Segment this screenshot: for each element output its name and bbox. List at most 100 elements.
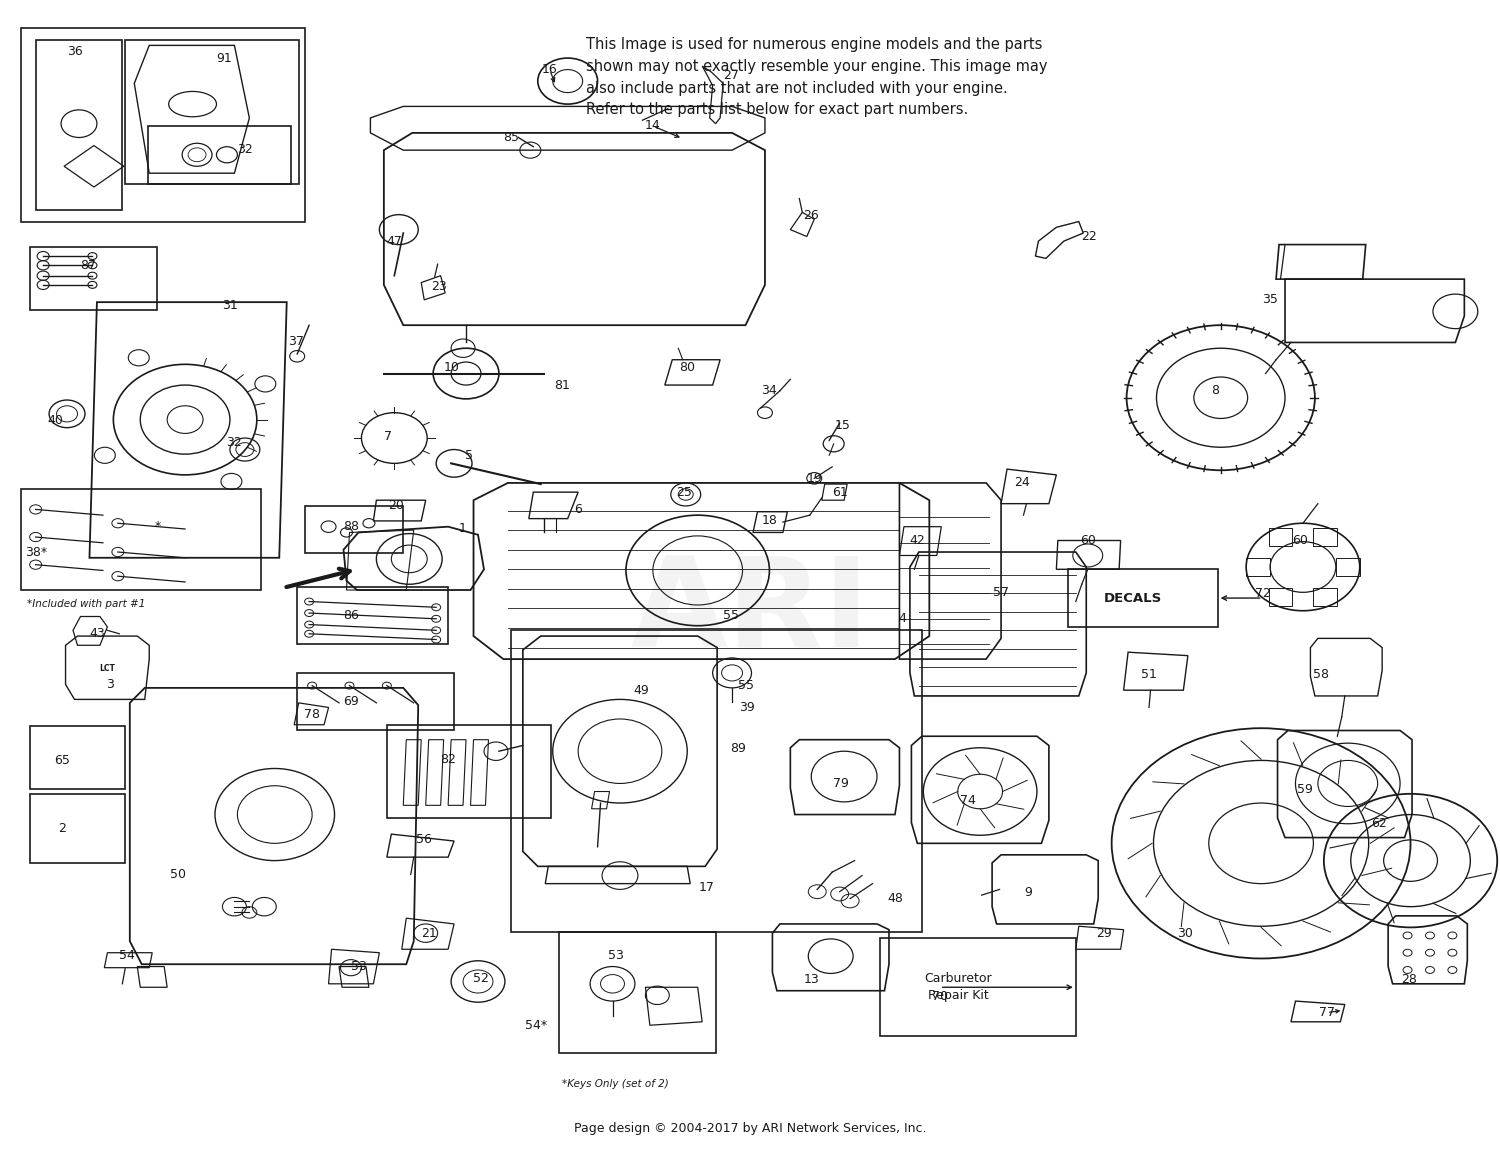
Text: 88: 88 [344,521,358,533]
Text: 27: 27 [723,68,738,82]
Text: 7: 7 [384,430,393,443]
Bar [304,506,404,553]
Text: DECALS: DECALS [1104,591,1161,605]
Text: 69: 69 [344,695,358,708]
Text: 65: 65 [54,754,70,767]
Text: 77: 77 [1318,1007,1335,1019]
Text: 39: 39 [740,701,754,714]
Text: 3: 3 [106,678,114,691]
Text: 13: 13 [804,973,819,986]
Text: 35: 35 [1262,294,1278,307]
Text: 15: 15 [834,419,850,432]
Text: 70: 70 [932,990,948,1003]
Text: 49: 49 [633,684,650,697]
Bar [1068,569,1218,627]
Text: 51: 51 [1142,668,1156,680]
Text: 14: 14 [645,119,660,133]
Text: 36: 36 [66,45,82,58]
Text: 20: 20 [388,500,404,513]
Text: 40: 40 [46,414,63,427]
Bar [147,126,291,184]
Text: 37: 37 [288,334,303,348]
Text: 55: 55 [738,679,753,692]
Bar [880,938,1076,1036]
Text: 86: 86 [344,609,358,621]
Text: 1: 1 [459,523,466,536]
Text: 48: 48 [886,892,903,905]
Text: 9: 9 [1024,886,1032,899]
Text: 80: 80 [680,361,694,374]
Text: 32: 32 [237,142,254,155]
Bar [21,28,304,221]
Bar [30,794,126,863]
Text: Page design © 2004-2017 by ARI Network Services, Inc.: Page design © 2004-2017 by ARI Network S… [573,1122,926,1135]
Text: ARI: ARI [630,553,870,673]
Text: 87: 87 [80,259,96,272]
Text: 10: 10 [442,361,459,374]
Text: 16: 16 [542,64,558,76]
Text: 78: 78 [304,708,320,721]
Text: 8: 8 [1210,384,1219,397]
Text: *Included with part #1: *Included with part #1 [27,599,146,610]
Text: 72: 72 [1254,587,1270,600]
Text: 61: 61 [833,486,848,499]
Text: 85: 85 [503,131,519,143]
Text: 26: 26 [804,209,819,222]
Text: LCT: LCT [99,664,116,673]
Text: *: * [154,521,162,533]
Text: 56: 56 [417,833,432,847]
Text: 58: 58 [1312,668,1329,680]
Text: 17: 17 [699,880,714,893]
Text: 81: 81 [554,378,570,391]
Text: 54*: 54* [525,1019,548,1032]
Text: 29: 29 [1096,927,1112,939]
Text: 5: 5 [465,449,472,462]
Text: 74: 74 [960,794,976,808]
Text: 82: 82 [440,753,456,766]
Text: 43: 43 [88,627,105,640]
Bar [558,933,716,1053]
Text: 62: 62 [1371,817,1388,831]
Text: 25: 25 [676,486,692,499]
Bar [30,725,126,789]
Text: 38*: 38* [24,545,46,559]
Text: 19: 19 [807,472,822,485]
Text: 59: 59 [1296,783,1312,796]
Bar [512,631,922,933]
Text: 89: 89 [730,743,746,756]
Text: 60: 60 [1292,535,1308,547]
Text: 28: 28 [1401,973,1417,986]
Text: 54: 54 [118,949,135,961]
Text: 91: 91 [216,52,232,65]
Text: 57: 57 [993,585,1010,599]
Text: 42: 42 [909,535,926,547]
Text: 53: 53 [608,949,624,961]
Text: Carburetor
Repair Kit: Carburetor Repair Kit [924,972,993,1002]
Text: 2: 2 [58,821,66,835]
Text: 30: 30 [1178,927,1192,939]
Text: 47: 47 [387,235,402,248]
Text: 31: 31 [222,300,238,312]
Text: 24: 24 [1014,477,1031,489]
Text: 52: 52 [472,972,489,985]
Text: 79: 79 [833,778,849,790]
Bar [387,724,550,818]
Text: 34: 34 [762,384,777,397]
Bar [21,488,261,590]
Text: 6: 6 [574,503,582,516]
Bar [297,673,454,730]
Bar [126,39,298,184]
Text: 23: 23 [432,280,447,293]
Bar [297,587,448,644]
Text: 50: 50 [170,868,186,880]
Text: *Keys Only (set of 2): *Keys Only (set of 2) [561,1079,669,1090]
Text: 22: 22 [1082,230,1096,243]
Text: 53: 53 [351,960,366,973]
Text: 18: 18 [762,515,777,528]
Text: This Image is used for numerous engine models and the parts
shown may not exactl: This Image is used for numerous engine m… [585,37,1047,117]
Text: 55: 55 [723,609,738,621]
Text: 60: 60 [1080,535,1095,547]
Text: 32: 32 [226,436,243,449]
Text: 21: 21 [422,927,436,939]
Text: 4: 4 [898,612,906,625]
